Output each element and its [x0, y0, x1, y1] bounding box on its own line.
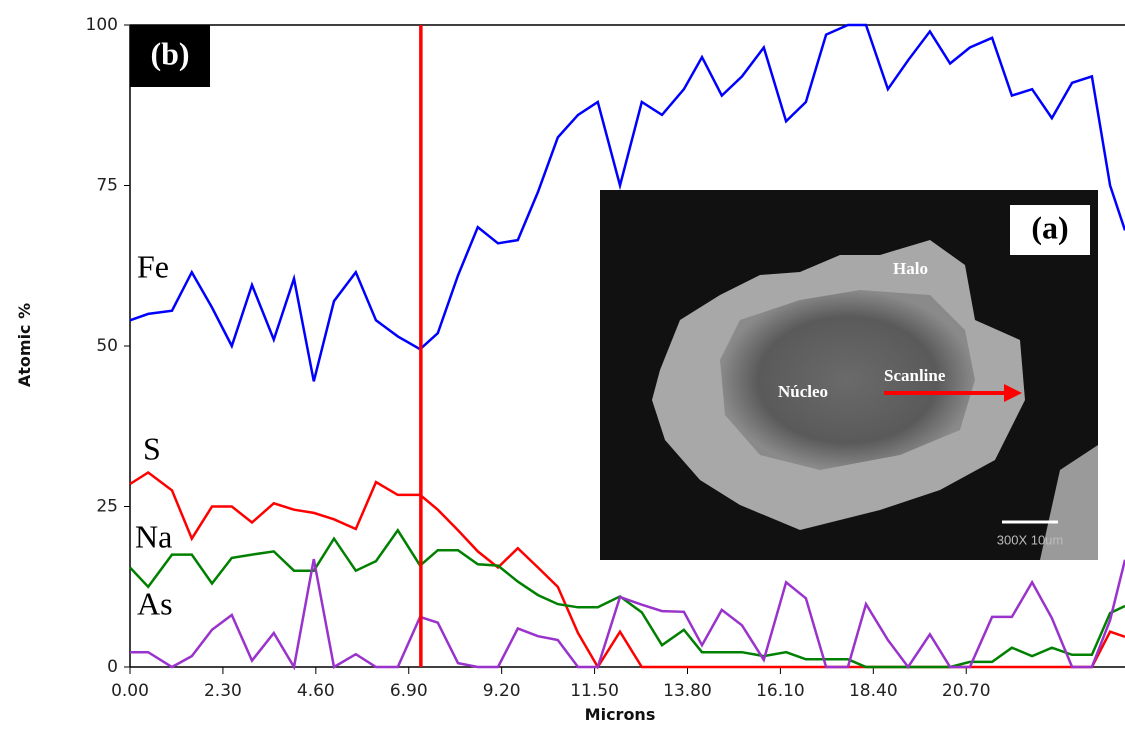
x-tick-label: 18.40: [849, 681, 898, 701]
chart: (b) Microns Atomic % 0 25 50 75 100 0.00 2.30 4…: [0, 0, 1125, 751]
y-tick-label: 50: [96, 336, 118, 356]
inset-label: (a): [1031, 209, 1068, 245]
x-tick-label: 0.00: [111, 681, 149, 701]
y-axis-label: Atomic %: [15, 303, 34, 387]
y-tick-label: 0: [107, 657, 118, 677]
inset-annotation: Núcleo: [778, 382, 828, 401]
inset-image: (a) Halo Núcleo Scanline 300X 10um: [600, 190, 1098, 560]
y-tick-label: 100: [86, 15, 118, 35]
x-tick-label: 20.70: [942, 681, 991, 701]
inset-annotation: Halo: [893, 259, 928, 278]
x-tick-label: 4.60: [297, 681, 335, 701]
y-tick-label: 75: [96, 176, 118, 196]
inset-annotation: Scanline: [884, 366, 946, 385]
x-tick-label: 9.20: [483, 681, 521, 701]
panel-label: (b): [150, 35, 189, 71]
x-tick-label: 6.90: [390, 681, 428, 701]
x-tick-label: 13.80: [663, 681, 712, 701]
series-label: Fe: [137, 248, 169, 284]
series-label: Na: [135, 518, 172, 554]
series-label: S: [143, 430, 161, 466]
x-tick-label: 16.10: [756, 681, 805, 701]
series-line: [130, 559, 1125, 667]
series-label: As: [137, 585, 173, 621]
y-tick-label: 25: [96, 497, 118, 517]
x-axis-label: Microns: [585, 705, 656, 724]
x-tick-label: 2.30: [204, 681, 242, 701]
scale-text: 300X 10um: [997, 532, 1064, 547]
x-tick-label: 11.50: [570, 681, 619, 701]
